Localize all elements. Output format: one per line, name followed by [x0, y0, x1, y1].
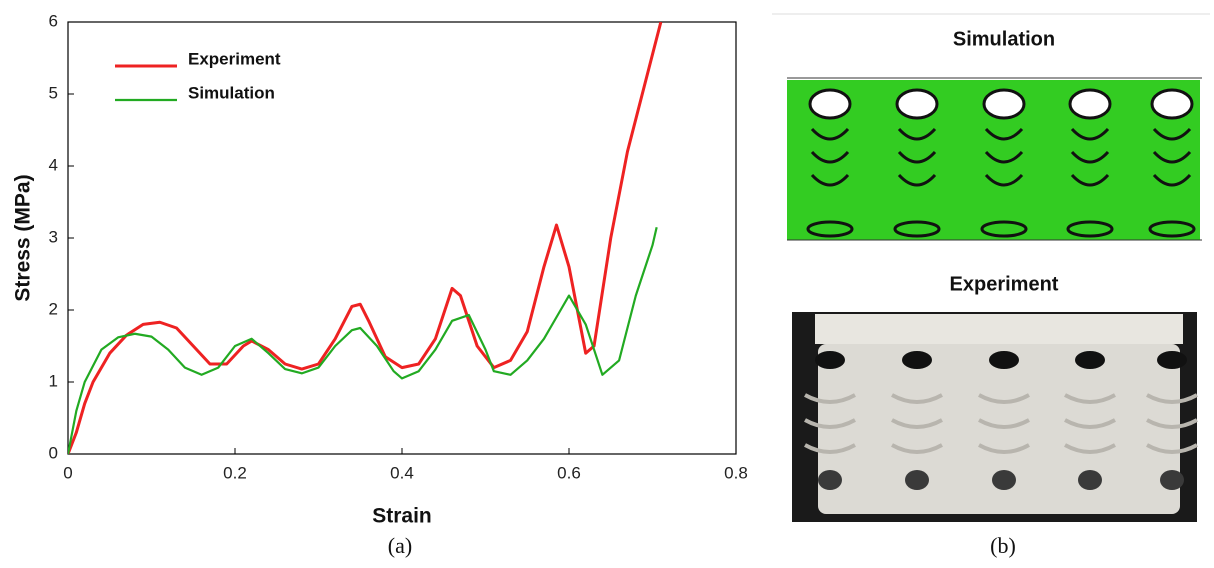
cell — [1152, 127, 1192, 141]
cell — [984, 127, 1024, 141]
fold — [978, 418, 1030, 429]
cell — [1148, 220, 1196, 238]
hole — [989, 351, 1019, 369]
cell — [1150, 88, 1194, 120]
caption: (a) — [388, 533, 412, 558]
experiment-image — [792, 312, 1198, 522]
cell — [1068, 88, 1112, 120]
cell — [1152, 173, 1192, 187]
fold — [1064, 393, 1116, 404]
series-line — [68, 22, 663, 454]
plot-frame — [67, 21, 737, 455]
hole — [1157, 351, 1187, 369]
fold — [804, 443, 856, 454]
x-tick-label: 0.2 — [223, 463, 247, 482]
hole — [1075, 351, 1105, 369]
cell — [984, 173, 1024, 187]
fold — [804, 393, 856, 404]
fold — [891, 418, 943, 429]
hole — [1078, 470, 1102, 490]
simulation-image — [787, 80, 1200, 240]
photo-plate — [815, 314, 1183, 344]
x-tick-label: 0.4 — [390, 463, 414, 482]
fold — [978, 443, 1030, 454]
cell — [893, 220, 941, 238]
legend-label: Simulation — [188, 83, 275, 102]
hole — [992, 470, 1016, 490]
x-tick-label: 0.8 — [724, 463, 748, 482]
x-tick-label: 0.6 — [557, 463, 581, 482]
cell — [806, 220, 854, 238]
series-line — [68, 226, 658, 454]
hole — [1160, 470, 1184, 490]
cell — [897, 150, 937, 164]
y-tick-label: 1 — [49, 371, 58, 390]
fold — [891, 443, 943, 454]
cell — [1152, 150, 1192, 164]
cell — [980, 220, 1028, 238]
cell — [808, 88, 852, 120]
fold — [1146, 443, 1198, 454]
cell — [897, 127, 937, 141]
cell — [984, 150, 1024, 164]
cell — [810, 173, 850, 187]
cell — [1070, 173, 1110, 187]
hole — [815, 351, 845, 369]
fold — [1146, 418, 1198, 429]
cell — [1066, 220, 1114, 238]
y-tick-label: 0 — [49, 443, 58, 462]
x-axis-label: Strain — [372, 505, 432, 528]
y-axis-label: Stress (MPa) — [12, 174, 35, 301]
fold — [1064, 418, 1116, 429]
cell — [1070, 150, 1110, 164]
cell — [895, 88, 939, 120]
x-tick-label: 0 — [63, 463, 72, 482]
fold — [1146, 393, 1198, 404]
legend-label: Experiment — [188, 49, 281, 68]
caption: (b) — [990, 533, 1016, 558]
cell — [897, 173, 937, 187]
cell — [982, 88, 1026, 120]
y-tick-label: 3 — [49, 227, 58, 246]
y-tick-label: 2 — [49, 299, 58, 318]
cell — [810, 150, 850, 164]
cell — [810, 127, 850, 141]
hole — [905, 470, 929, 490]
fold — [1064, 443, 1116, 454]
hole — [902, 351, 932, 369]
panel-title: Simulation — [953, 28, 1055, 50]
y-tick-label: 6 — [49, 11, 58, 30]
y-tick-label: 4 — [49, 155, 58, 174]
cell — [1070, 127, 1110, 141]
fold — [804, 418, 856, 429]
y-tick-label: 5 — [49, 83, 58, 102]
panel-title: Experiment — [950, 273, 1059, 295]
hole — [818, 470, 842, 490]
fold — [891, 393, 943, 404]
fold — [978, 393, 1030, 404]
